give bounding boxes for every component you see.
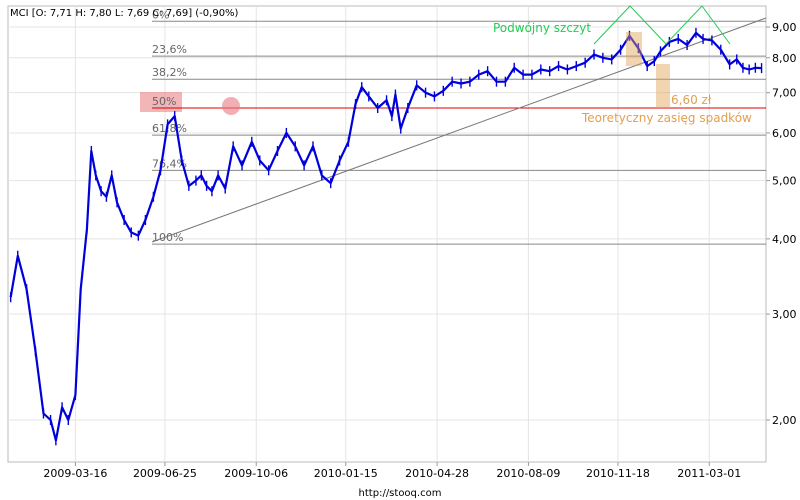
y-tick-label: 3,00 <box>772 308 797 321</box>
y-tick-label: 4,00 <box>772 233 797 246</box>
plot-frame <box>7 5 767 463</box>
series-mci <box>9 27 763 446</box>
ohlc-header: MCI [O: 7,71 H: 7,80 L: 7,69 C: 7,69] (-… <box>10 8 239 19</box>
y-tick-labels: 2,00 3,00 4,00 5,00 6,00 7,00 8,00 9,00 <box>772 21 797 427</box>
source-footer: http://stooq.com <box>359 488 442 499</box>
fib-label: 100% <box>152 231 183 244</box>
fib-label: 23,6% <box>152 43 187 56</box>
x-tick-label: 2009-10-06 <box>224 467 288 480</box>
x-grid <box>74 6 710 466</box>
y-tick-label: 5,00 <box>772 175 797 188</box>
target-projection-bar <box>656 64 670 108</box>
fib-label: 0% <box>152 8 169 21</box>
x-tick-label: 2009-03-16 <box>43 467 107 480</box>
target-value-label: 6,60 zł <box>671 93 712 107</box>
y-tick-label: 6,00 <box>772 127 797 140</box>
double-top-height-bar <box>626 32 642 66</box>
y-tick-label: 2,00 <box>772 414 797 427</box>
fib-label: 38,2% <box>152 66 187 79</box>
y-tick-label: 8,00 <box>772 52 797 65</box>
x-tick-labels: 2009-03-16 2009-06-25 2009-10-06 2010-01-15… <box>43 467 741 480</box>
x-tick-label: 2010-08-09 <box>496 467 560 480</box>
y-tick-label: 9,00 <box>772 21 797 34</box>
double-top-label: Podwójny szczyt <box>493 21 591 35</box>
fibonacci-lines <box>152 20 766 245</box>
y-grid <box>8 26 770 421</box>
x-tick-label: 2010-11-18 <box>586 467 650 480</box>
fib-label: 61,8% <box>152 122 187 135</box>
fib-label: 50% <box>152 95 176 108</box>
target-description-label: Teoretyczny zasięg spadków <box>581 111 752 125</box>
x-tick-label: 2010-01-15 <box>314 467 378 480</box>
y-tick-label: 7,00 <box>772 87 797 100</box>
peak-highlight <box>222 97 240 115</box>
double-top-marker <box>593 5 731 45</box>
trendline <box>151 17 767 243</box>
x-tick-label: 2009-06-25 <box>133 467 197 480</box>
fibonacci-labels: 0%23,6%38,2%50%61,8%76,4%100% <box>152 8 187 244</box>
fib-50-highlight <box>140 92 182 112</box>
x-tick-label: 2011-03-01 <box>677 467 741 480</box>
x-tick-label: 2010-04-28 <box>405 467 469 480</box>
